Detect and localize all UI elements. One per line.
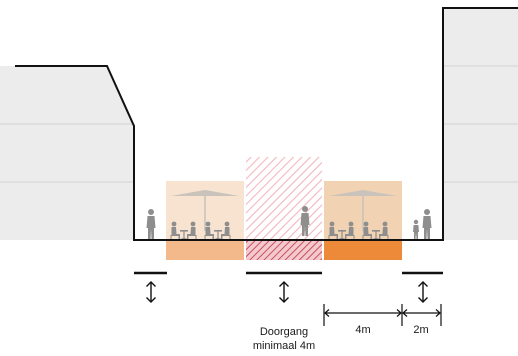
umbrella-icon	[171, 190, 239, 231]
double-vertical-arrow-icon	[402, 271, 443, 303]
terrace-width-label: 4m	[355, 324, 370, 336]
street-outline	[15, 7, 518, 241]
right-building	[443, 8, 518, 240]
double-vertical-arrow-icon	[246, 271, 322, 303]
child-pedestrian-icon	[413, 219, 419, 239]
umbrella-icon	[329, 190, 397, 231]
passage-zone	[246, 157, 322, 260]
passage-label-line1: Doorgang	[260, 326, 308, 338]
double-horizontal-arrow-icon	[323, 304, 442, 326]
passage-label-line2: minimaal 4m	[253, 340, 315, 352]
left-building	[0, 66, 134, 240]
pavement-width-label: 2m	[413, 324, 428, 336]
double-vertical-arrow-icon	[134, 271, 167, 303]
terrace-right	[324, 181, 402, 260]
terrace-left	[166, 181, 244, 260]
